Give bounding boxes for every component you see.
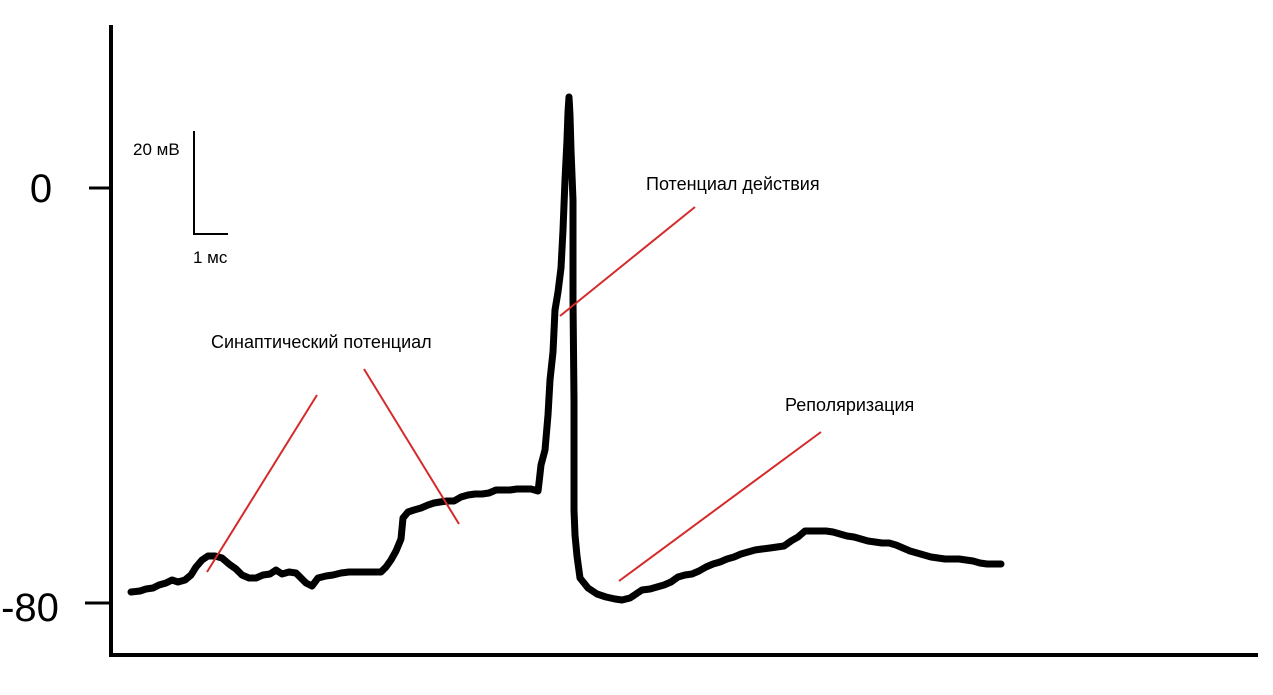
y-tick-label-0: 0 [30, 167, 52, 211]
scale-bar [193, 131, 228, 235]
annotation-action-potential: Потенциал действия [646, 174, 820, 194]
membrane-potential-trace [127, 93, 1005, 604]
repolarization-pointer [618, 431, 822, 582]
synaptic-pointer-left [206, 394, 318, 573]
y-tick-label-minus-80: -80 [1, 586, 59, 630]
action-pointer [559, 206, 696, 317]
annotation-repolarization: Реполяризация [785, 395, 914, 415]
scale-bar-time-label: 1 мс [193, 248, 228, 267]
synaptic-pointer-right [363, 368, 460, 525]
scale-bar-voltage-label: 20 мВ [133, 140, 180, 159]
annotation-synaptic-potential: Синаптический потенциал [211, 332, 432, 352]
